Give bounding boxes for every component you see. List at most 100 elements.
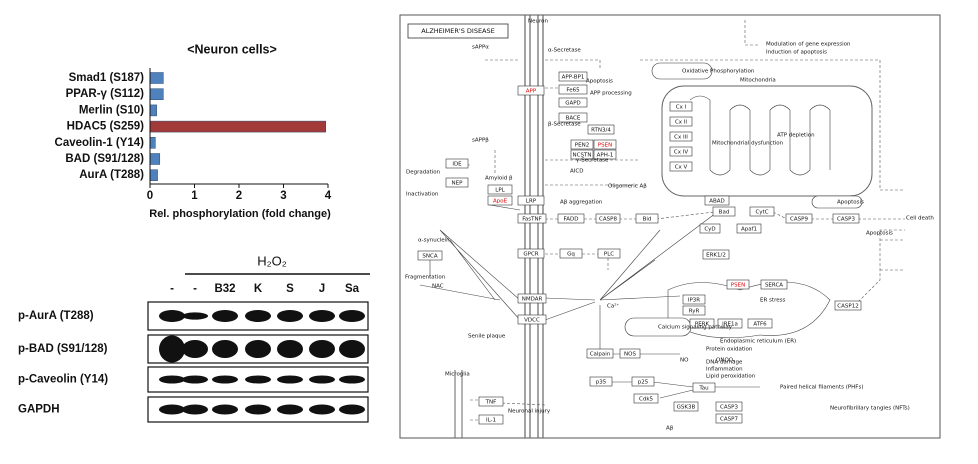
pathway-node bbox=[669, 101, 693, 112]
pathway-label: Lipid peroxidation bbox=[706, 374, 756, 380]
pathway-node-label: PERK bbox=[695, 322, 710, 328]
pathway-node-label: FasTNF bbox=[522, 217, 542, 223]
pathway-node bbox=[669, 146, 693, 157]
pathway-node-label: SERCA bbox=[765, 283, 783, 289]
row-label: p-Caveolin (Y14) bbox=[18, 374, 108, 386]
pathway-node bbox=[715, 401, 743, 412]
pathway-node-label: LRP bbox=[526, 199, 537, 205]
pathway-node-label: APP-BP1 bbox=[562, 75, 585, 81]
blot-band bbox=[212, 310, 238, 322]
blot-band bbox=[159, 335, 185, 363]
pathway-node bbox=[589, 376, 613, 387]
blot-band bbox=[339, 404, 365, 415]
pathway-label: Neuronal injury bbox=[508, 409, 551, 415]
pathway-node bbox=[669, 131, 693, 142]
pathway-node-label: PSEN bbox=[598, 143, 612, 149]
pathway-label: Mitochondria bbox=[740, 78, 776, 84]
pathway-title-box bbox=[407, 23, 509, 39]
pathway-node-label: TNF bbox=[485, 400, 497, 406]
pathway-label: Endoplasmic reticulum (ER) bbox=[720, 339, 796, 345]
pathway-node bbox=[570, 149, 594, 160]
pathway-label: Aβ aggregation bbox=[560, 200, 603, 206]
pathway-node bbox=[478, 396, 504, 407]
pathway-label: Degradation bbox=[406, 170, 441, 176]
pathway-node-label: ERK1/2 bbox=[706, 253, 726, 259]
pathway-node-label: ABAD bbox=[709, 199, 725, 205]
pathway-node bbox=[445, 177, 469, 188]
pathway-label: α-Secretase bbox=[548, 48, 581, 54]
blot-band bbox=[309, 375, 335, 384]
pathway-node-label: RTN3/4 bbox=[591, 128, 611, 134]
pathway-node bbox=[635, 213, 659, 224]
bar bbox=[149, 72, 164, 84]
pathway-node-label: Bad bbox=[719, 210, 730, 216]
treatment-label: H₂O₂ bbox=[257, 253, 287, 268]
bar bbox=[149, 88, 164, 100]
pathway-node-label: IRE1a bbox=[722, 322, 738, 328]
pathway-node-label: Cx V bbox=[675, 165, 688, 171]
blot-band bbox=[309, 340, 335, 358]
pathway-label: α-synuclein bbox=[418, 238, 450, 244]
lane-label: - bbox=[170, 283, 174, 295]
row-label: GAPDH bbox=[18, 404, 60, 416]
pathway-node-label: APP bbox=[526, 89, 537, 95]
pathway-node-label: PSEN bbox=[731, 283, 745, 289]
blot-band bbox=[309, 310, 335, 322]
pathway-label: Protein oxidation bbox=[706, 347, 753, 353]
pathway-node-label: Fe65 bbox=[566, 88, 580, 94]
pathway-node-label: GAPD bbox=[565, 101, 581, 107]
pathway-label: Induction of apoptosis bbox=[766, 50, 827, 56]
pathway-node bbox=[570, 139, 594, 150]
pathway-label: Calcium signaling pathway bbox=[658, 325, 733, 331]
y-tick-label: Merlin (S10) bbox=[79, 104, 144, 116]
pathway-label: Oligomeric Aβ bbox=[608, 184, 647, 190]
pathway-label: APP processing bbox=[590, 91, 632, 97]
pathway-node-label: SNCA bbox=[422, 254, 437, 260]
lane-label: S bbox=[286, 283, 294, 295]
pathway-label: ER stress bbox=[760, 298, 785, 304]
pathway-node-label: Tau bbox=[698, 386, 708, 392]
pathway-node-label: CASP9 bbox=[790, 217, 808, 223]
pathway-node-label: LPL bbox=[495, 188, 505, 194]
x-axis-label: Rel. phosphorylation (fold change) bbox=[149, 208, 331, 220]
blot-band bbox=[159, 404, 185, 415]
x-tick-label: 3 bbox=[280, 190, 286, 202]
pathway-node bbox=[699, 223, 721, 234]
blot-band bbox=[182, 312, 208, 320]
pathway-node-label: Gq bbox=[567, 252, 575, 258]
y-tick-label: Caveolin-1 (Y14) bbox=[55, 137, 145, 149]
bar bbox=[149, 153, 161, 165]
pathway-node-label: Cx I bbox=[676, 105, 687, 111]
blot-band bbox=[245, 310, 271, 322]
bar bbox=[149, 104, 157, 117]
pathway-node-label: CASP8 bbox=[599, 217, 617, 223]
pathway-node bbox=[715, 413, 743, 424]
pathway-label: Apoptosis bbox=[586, 79, 613, 85]
pathway-node bbox=[595, 213, 621, 224]
bar bbox=[149, 169, 158, 181]
blot-band bbox=[182, 340, 208, 358]
pathway-node bbox=[593, 139, 617, 150]
blot-band bbox=[212, 404, 238, 415]
blot-band bbox=[277, 375, 303, 384]
pathway-node-label: CASP7 bbox=[720, 417, 738, 423]
pathway-node-label: ApoE bbox=[493, 199, 508, 205]
pathway-node bbox=[586, 348, 614, 359]
pathway-node bbox=[517, 85, 545, 96]
blot-band bbox=[182, 404, 208, 415]
blot-band bbox=[245, 340, 271, 358]
pathway-node-label: Bid bbox=[643, 217, 652, 223]
pathway-node bbox=[717, 318, 743, 329]
blot-band bbox=[277, 340, 303, 358]
bar bbox=[149, 137, 156, 149]
pathway-node bbox=[673, 401, 699, 412]
pathway-node-label: GPCR bbox=[523, 252, 538, 258]
pathway-node bbox=[619, 348, 641, 359]
pathway-node bbox=[832, 213, 860, 224]
pathway-node bbox=[487, 195, 513, 206]
row-label: p-AurA (T288) bbox=[18, 310, 94, 322]
pathway-node-label: APH-1 bbox=[597, 153, 614, 159]
pathway-node bbox=[557, 213, 585, 224]
x-tick-label: 2 bbox=[236, 190, 242, 202]
